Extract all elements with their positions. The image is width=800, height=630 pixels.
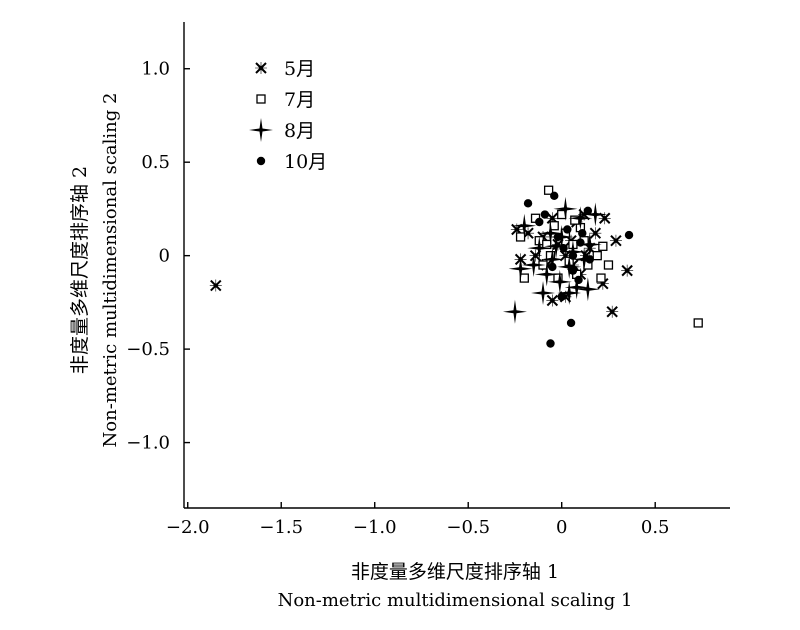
data-point-dot — [583, 206, 593, 215]
series-dot — [523, 191, 634, 348]
data-point-four-point-star — [557, 281, 582, 306]
data-point-dot — [566, 318, 576, 328]
data-point-dot — [535, 217, 544, 227]
data-point-dot — [574, 275, 583, 285]
data-point-star-x — [546, 294, 559, 307]
data-point-four-point-star — [572, 247, 597, 272]
data-point-dot — [585, 255, 594, 264]
data-point-dot — [523, 199, 533, 208]
data-point-four-point-star — [527, 236, 552, 261]
series-square — [515, 185, 703, 328]
data-point-dot — [540, 210, 550, 219]
data-point-four-point-star — [547, 269, 572, 294]
data-point-square — [603, 260, 614, 270]
y-tick-label: 0.5 — [141, 152, 170, 173]
data-point-four-point-star — [577, 232, 602, 257]
y-tick-label: −0.5 — [126, 339, 170, 360]
data-point-four-point-star — [564, 275, 589, 300]
legend-marker-star-x — [255, 62, 267, 74]
y-axis-label-cn: 非度量多维尺度排序轴 2 — [69, 166, 91, 374]
legend-label: 7月 — [284, 89, 315, 111]
legend-item: 8月 — [249, 118, 315, 142]
legend-item: 10月 — [256, 151, 327, 173]
y-tick-label: 0 — [159, 246, 170, 267]
x-tick-label: 0.5 — [641, 517, 670, 538]
legend: 5月 7月 8月 10月 — [249, 58, 327, 173]
data-point-four-point-star — [512, 213, 537, 238]
data-point-dot — [550, 191, 559, 201]
x-tick-label: 0 — [556, 517, 567, 538]
x-tick-label: −0.5 — [446, 517, 490, 538]
data-point-dot — [559, 243, 568, 253]
data-point-four-point-star — [568, 206, 593, 231]
data-point-four-point-star — [575, 277, 600, 302]
data-point-star-x — [621, 264, 634, 277]
data-point-dot — [553, 232, 563, 242]
legend-label: 8月 — [284, 120, 315, 142]
data-point-four-point-star — [540, 247, 565, 272]
data-point-dot — [548, 262, 557, 272]
legend-marker-four-point-star — [249, 118, 273, 142]
data-point-star-x — [606, 305, 619, 318]
data-point-square — [598, 241, 608, 251]
data-point-square — [592, 251, 602, 261]
data-point-star-x — [609, 234, 622, 247]
data-point-four-point-star — [521, 253, 546, 277]
y-tick-label: 1.0 — [141, 59, 170, 80]
data-point-dot — [557, 292, 566, 301]
data-point-star-x — [209, 279, 222, 292]
data-point-dot — [578, 229, 587, 238]
data-point-dot — [568, 266, 578, 275]
data-point-square — [596, 273, 606, 283]
legend-item: 5月 — [255, 58, 315, 80]
data-point-dot — [624, 230, 634, 240]
axes: −2.0 −1.5 −1.0 −0.5 0 0.5 1.0 0.5 0 −0.5 −1.0 — [126, 22, 730, 538]
legend-label: 10月 — [284, 151, 327, 173]
data-point-dot — [563, 225, 572, 234]
data-point-dot — [568, 251, 578, 260]
data-point-four-point-star — [531, 281, 556, 306]
data-point-dot — [576, 238, 585, 247]
legend-marker-square — [256, 94, 266, 104]
data-point-square — [570, 215, 580, 225]
data-point-square — [543, 185, 554, 195]
x-tick-label: −2.0 — [166, 517, 210, 538]
x-tick-label: −1.5 — [259, 517, 303, 538]
x-axis-label-cn: 非度量多维尺度排序轴 1 — [351, 561, 559, 583]
data-point-four-point-star — [502, 299, 527, 324]
data-points — [209, 185, 703, 348]
data-point-four-point-star — [583, 202, 608, 227]
legend-label: 5月 — [284, 58, 315, 80]
data-point-dot — [546, 339, 555, 348]
data-point-four-point-star — [557, 254, 582, 279]
data-point-square — [515, 232, 526, 242]
y-axis-label-en: Non-metric multidimensional scaling 2 — [100, 93, 121, 448]
data-point-square — [519, 273, 529, 283]
data-point-square — [693, 318, 703, 328]
data-point-star-x — [589, 227, 602, 240]
data-point-four-point-star — [534, 262, 559, 287]
legend-item: 7月 — [256, 89, 315, 111]
x-tick-label: −1.0 — [353, 517, 397, 538]
data-point-four-point-star — [538, 221, 563, 246]
data-point-four-point-star — [553, 196, 578, 221]
legend-marker-dot — [256, 156, 266, 166]
data-point-four-point-star — [508, 256, 533, 281]
y-tick-label: −1.0 — [126, 433, 170, 454]
data-point-four-point-star — [544, 234, 569, 259]
x-axis-label-en: Non-metric multidimensional scaling 1 — [278, 590, 633, 611]
